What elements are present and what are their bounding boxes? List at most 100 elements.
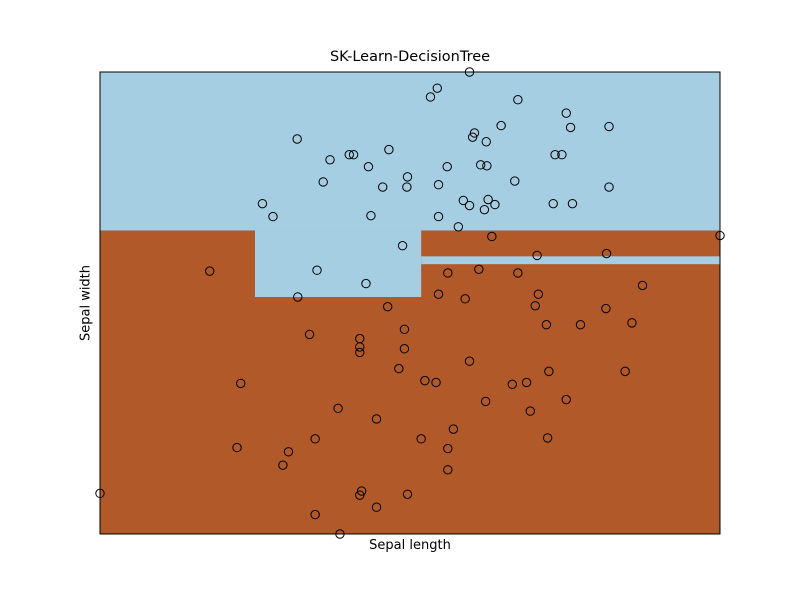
data-point-65 xyxy=(399,324,410,335)
data-point-83 xyxy=(525,406,535,416)
data-point-34 xyxy=(257,198,268,209)
region-1 xyxy=(255,230,422,297)
data-point-97 xyxy=(371,502,382,512)
data-point-48 xyxy=(205,266,215,276)
data-point-27 xyxy=(510,176,520,186)
data-point-25 xyxy=(402,172,413,182)
data-point-77 xyxy=(507,379,517,390)
data-point-94 xyxy=(356,486,367,496)
data-point-62 xyxy=(541,320,552,330)
data-point-38 xyxy=(464,200,475,211)
data-point-76 xyxy=(431,377,441,388)
data-point-96 xyxy=(402,489,413,499)
data-point-28 xyxy=(433,180,444,190)
data-point-69 xyxy=(355,347,365,358)
data-point-7 xyxy=(561,108,571,118)
data-point-81 xyxy=(561,394,571,405)
data-point-51 xyxy=(443,268,453,278)
region-0 xyxy=(100,72,720,231)
data-point-35 xyxy=(548,198,558,209)
data-point-72 xyxy=(394,363,404,374)
data-point-73 xyxy=(544,366,554,377)
data-point-78 xyxy=(521,377,532,388)
data-point-20 xyxy=(325,155,335,165)
data-point-55 xyxy=(433,289,444,299)
data-point-63 xyxy=(575,320,586,330)
data-point-57 xyxy=(293,292,303,302)
data-point-11 xyxy=(469,128,480,138)
data-point-40 xyxy=(366,210,376,221)
data-point-82 xyxy=(333,403,343,414)
data-point-23 xyxy=(363,162,374,172)
data-point-39 xyxy=(479,204,490,215)
data-point-95 xyxy=(355,490,365,500)
data-point-31 xyxy=(604,182,614,192)
data-point-33 xyxy=(458,195,469,206)
data-point-4 xyxy=(425,92,436,102)
data-point-87 xyxy=(416,434,426,444)
x-axis-label: Sepal length xyxy=(369,538,451,553)
data-point-58 xyxy=(460,294,470,304)
data-point-59 xyxy=(530,301,540,311)
data-point-14 xyxy=(481,137,491,147)
data-point-29 xyxy=(378,182,388,192)
data-point-93 xyxy=(443,465,453,475)
data-point-49 xyxy=(312,265,322,275)
data-point-54 xyxy=(361,278,371,289)
y-axis-label: Sepal width xyxy=(78,264,94,342)
data-point-44 xyxy=(487,231,497,242)
data-point-75 xyxy=(420,375,430,386)
data-point-42 xyxy=(433,211,444,222)
data-point-88 xyxy=(542,433,553,443)
data-point-52 xyxy=(513,268,523,278)
data-point-92 xyxy=(278,460,288,470)
data-point-79 xyxy=(236,378,246,389)
data-point-71 xyxy=(464,356,475,366)
data-point-6 xyxy=(513,95,523,105)
data-point-24 xyxy=(442,162,452,172)
data-point-80 xyxy=(480,396,491,407)
data-point-56 xyxy=(533,289,544,299)
data-point-86 xyxy=(310,434,320,444)
data-point-84 xyxy=(371,414,382,424)
data-point-5 xyxy=(432,83,442,93)
data-point-64 xyxy=(627,318,637,328)
data-point-8 xyxy=(565,122,576,133)
data-point-43 xyxy=(453,222,464,232)
data-point-89 xyxy=(232,442,242,453)
data-point-22 xyxy=(482,161,492,171)
data-point-26 xyxy=(318,177,328,187)
region-2 xyxy=(421,256,720,265)
data-point-19 xyxy=(557,149,567,160)
plot-frame xyxy=(99,71,721,535)
data-point-17 xyxy=(348,149,359,160)
data-point-98 xyxy=(310,509,320,520)
data-point-37 xyxy=(490,199,500,210)
data-point-21 xyxy=(475,160,486,170)
data-point-45 xyxy=(397,241,408,251)
data-point-47 xyxy=(601,248,612,259)
data-point-66 xyxy=(304,329,315,340)
data-points xyxy=(95,67,725,539)
data-point-46 xyxy=(532,250,542,261)
data-point-53 xyxy=(637,280,648,291)
data-point-10 xyxy=(496,120,506,131)
data-point-50 xyxy=(474,264,484,274)
chart-title: SK-Learn-DecisionTree xyxy=(329,49,491,65)
data-point-61 xyxy=(601,303,611,314)
data-point-15 xyxy=(384,144,394,155)
data-point-9 xyxy=(604,121,614,132)
data-point-74 xyxy=(620,366,630,377)
data-point-30 xyxy=(402,182,412,192)
data-point-12 xyxy=(467,132,478,142)
data-point-13 xyxy=(292,134,302,144)
data-point-90 xyxy=(283,447,294,457)
decision-regions xyxy=(100,72,720,534)
data-point-32 xyxy=(483,194,493,205)
data-point-60 xyxy=(382,301,393,312)
data-point-85 xyxy=(448,424,459,434)
data-point-41 xyxy=(268,211,278,222)
data-point-16 xyxy=(344,149,354,160)
